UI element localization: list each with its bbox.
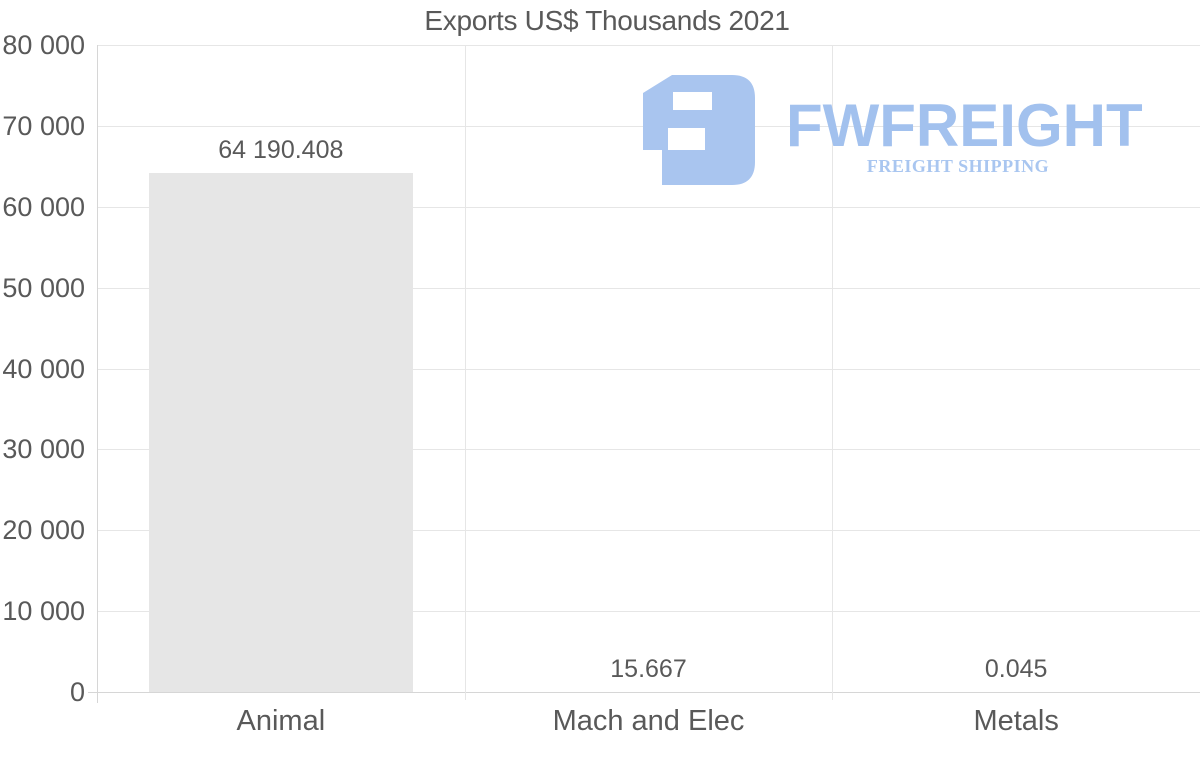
gridline-y-40000 — [97, 368, 1200, 370]
gridline-y-60000 — [97, 206, 1200, 208]
y-axis-tick-label: 10 000 — [2, 596, 85, 627]
gridline-x-boundary — [464, 45, 466, 700]
gridline-x-boundary — [832, 45, 834, 700]
y-axis-tick-label: 50 000 — [2, 272, 85, 303]
gridline-y-30000 — [97, 449, 1200, 451]
y-axis-tick-label: 30 000 — [2, 434, 85, 465]
y-axis-tick-label: 0 — [69, 677, 85, 707]
gridline-y-0 — [88, 692, 1200, 693]
gridline-y-70000 — [97, 125, 1200, 127]
bar-animal — [148, 172, 413, 692]
gridline-y-20000 — [97, 530, 1200, 532]
bar-value-label-metals: 0.045 — [984, 655, 1048, 683]
y-axis-tick-label: 60 000 — [2, 191, 85, 222]
chart-title: Exports US$ Thousands 2021 — [424, 5, 790, 36]
bar-value-label-mach-and-elec: 15.667 — [610, 655, 687, 683]
y-axis-tick-label: 20 000 — [2, 515, 85, 546]
x-axis-label-mach-and-elec: Mach and Elec — [552, 705, 745, 737]
bar-value-label-animal: 64 190.408 — [218, 135, 344, 164]
y-axis-tick-label: 80 000 — [2, 30, 85, 60]
x-axis-label-metals: Metals — [973, 705, 1059, 737]
x-axis-label-animal: Animal — [236, 705, 326, 737]
gridline-y-50000 — [97, 287, 1200, 289]
y-axis-tick-label: 70 000 — [2, 110, 85, 141]
gridline-y-80000 — [97, 45, 1200, 46]
gridline-y-10000 — [97, 611, 1200, 613]
y-axis-tick-label: 40 000 — [2, 353, 85, 384]
y-axis-line — [97, 45, 98, 703]
